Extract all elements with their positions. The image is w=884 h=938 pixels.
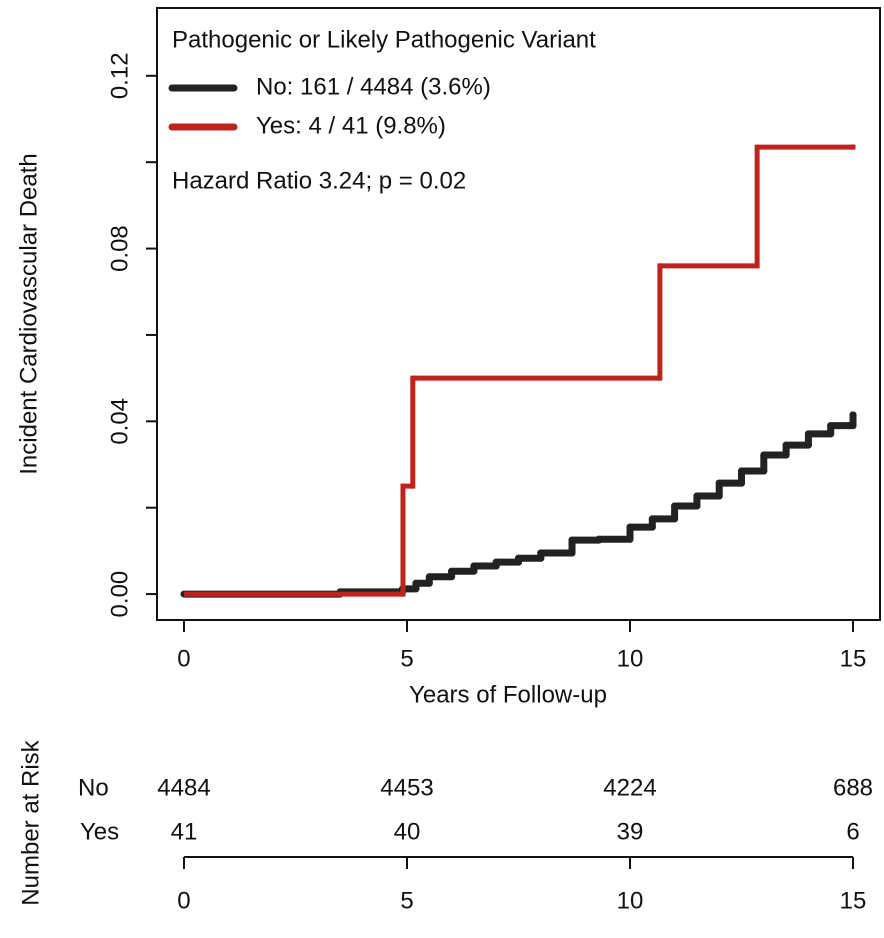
risk-table-title: Number at Risk — [17, 739, 44, 905]
legend-label: Yes: 4 / 41 (9.8%) — [256, 112, 446, 139]
risk-count: 4224 — [603, 774, 656, 801]
risk-count: 4453 — [380, 774, 433, 801]
risk-count: 688 — [833, 774, 873, 801]
risk-count: 40 — [394, 818, 421, 845]
y-tick-label: 0.04 — [106, 398, 133, 445]
risk-axis-label: 0 — [177, 887, 190, 914]
annotation: Hazard Ratio 3.24; p = 0.02 — [172, 167, 466, 194]
step-end — [850, 144, 856, 150]
risk-axis-label: 10 — [617, 887, 644, 914]
step-end — [849, 411, 857, 419]
risk-count: 6 — [846, 818, 859, 845]
risk-count: 39 — [617, 818, 644, 845]
x-tick-label: 0 — [177, 645, 190, 672]
risk-row-label: Yes — [80, 818, 119, 845]
y-tick-label: 0.00 — [106, 571, 133, 618]
risk-axis-label: 15 — [840, 887, 867, 914]
risk-row-label: No — [78, 774, 109, 801]
legend-label: No: 161 / 4484 (3.6%) — [256, 73, 491, 100]
risk-axis-label: 5 — [400, 887, 413, 914]
y-axis-label: Incident Cardiovascular Death — [15, 153, 42, 475]
x-tick-label: 10 — [617, 645, 644, 672]
legend-title: Pathogenic or Likely Pathogenic Variant — [172, 26, 596, 53]
risk-count: 4484 — [157, 774, 210, 801]
risk-count: 41 — [171, 818, 198, 845]
y-tick-label: 0.12 — [106, 52, 133, 99]
plot-frame — [156, 7, 881, 621]
x-axis-label: Years of Follow-up — [409, 681, 607, 708]
x-tick-label: 5 — [400, 645, 413, 672]
y-tick-label: 0.08 — [106, 225, 133, 272]
x-tick-label: 15 — [840, 645, 867, 672]
